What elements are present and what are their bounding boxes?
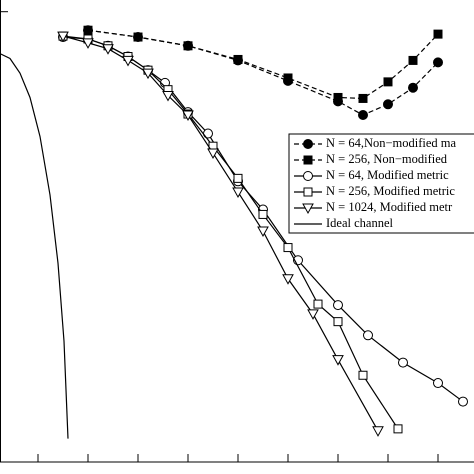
series-line [87, 29, 439, 100]
point [122, 55, 134, 67]
point [333, 300, 343, 311]
point [207, 148, 219, 160]
legend-label: N = 256, Modified metric [326, 184, 455, 198]
point [102, 44, 114, 55]
point [162, 91, 174, 102]
legend-marker [303, 187, 313, 197]
legend-label: N = 256, Non−modified [326, 152, 448, 166]
legend-marker [303, 139, 313, 149]
point [232, 187, 244, 199]
series-line [0, 53, 69, 439]
legend-marker [303, 171, 313, 181]
point [142, 68, 154, 80]
series-line [62, 35, 379, 432]
point [433, 57, 443, 68]
point [398, 357, 408, 368]
point [233, 173, 243, 183]
point [358, 370, 368, 380]
point [333, 317, 343, 327]
legend-label: Ideal channel [326, 216, 394, 230]
point [358, 93, 368, 103]
point [363, 330, 373, 341]
point [83, 25, 93, 35]
point [332, 355, 344, 366]
point [458, 396, 468, 407]
point [383, 99, 393, 110]
point [358, 110, 368, 121]
point [313, 299, 323, 309]
point [283, 73, 293, 83]
point [433, 29, 443, 39]
point [408, 55, 418, 65]
point [258, 209, 268, 219]
legend-label: N = 64,Non−modified ma [326, 136, 457, 150]
point [257, 226, 269, 238]
legend-label: N = 1024, Modified metr [326, 200, 453, 214]
point [183, 41, 193, 51]
point [408, 82, 418, 93]
legend-label: N = 64, Modified metric [326, 168, 449, 182]
point [333, 92, 343, 102]
point [393, 424, 403, 434]
point [57, 31, 69, 43]
point [383, 77, 393, 87]
legend-marker [303, 155, 313, 165]
point [433, 378, 443, 389]
point [307, 309, 319, 320]
point [283, 243, 293, 253]
point [133, 32, 143, 42]
point [182, 110, 194, 122]
legend-marker [302, 203, 314, 215]
point [372, 426, 384, 437]
point [233, 54, 243, 64]
point [82, 38, 94, 49]
point [282, 274, 294, 285]
legend-box [288, 133, 474, 234]
